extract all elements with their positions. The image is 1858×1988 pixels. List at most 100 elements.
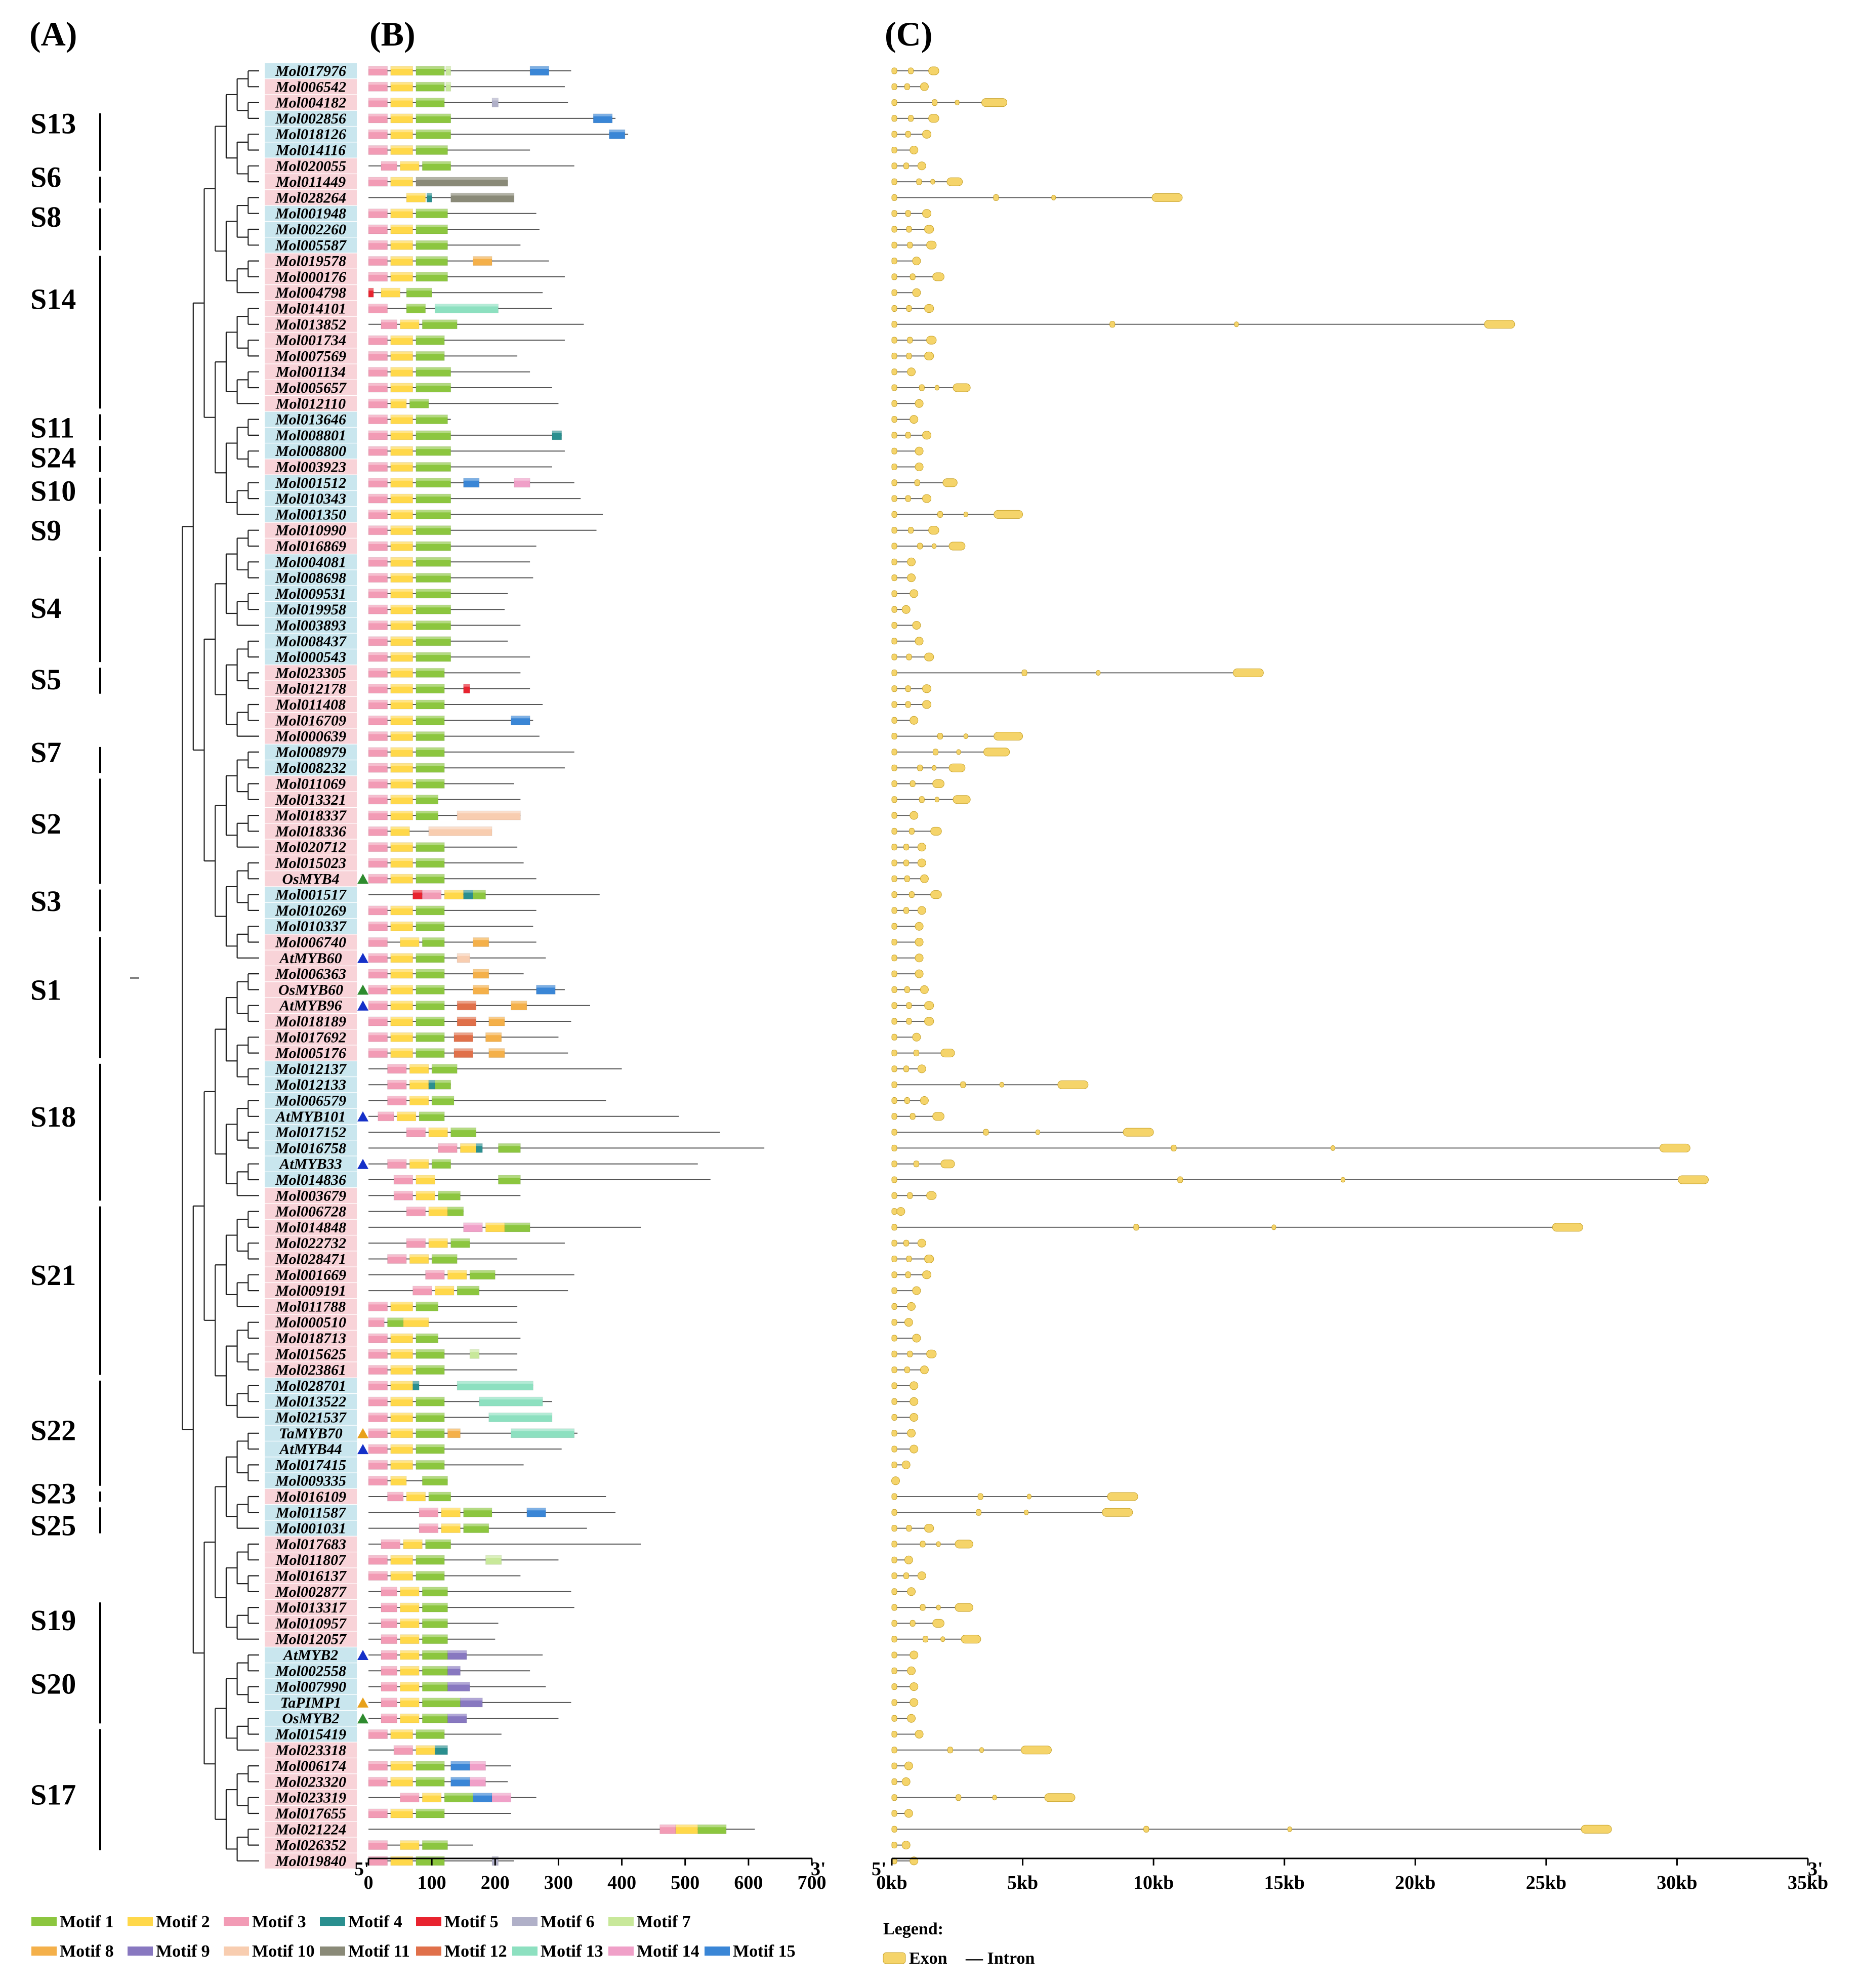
motif-box-highlight [397,1111,416,1114]
motif-box-highlight [422,1793,441,1796]
exon [907,573,916,583]
motif-box-highlight [390,636,413,639]
gene-label-bg [265,934,357,950]
motif-box [368,1571,388,1581]
motif-box-highlight [416,256,448,259]
motif-box [368,66,388,76]
exon [1107,1492,1138,1501]
motif-box [368,398,388,408]
motif-box [390,858,414,868]
gene-label: Mol003923 [275,459,346,476]
exon [891,511,897,518]
legend-motif-label: Motif 5 [444,1913,499,1931]
motif-box [457,1381,533,1391]
gene-label-bg [265,364,357,380]
motif-box-highlight [416,1571,445,1574]
motif-box-highlight [368,351,388,354]
exon [947,1747,953,1754]
motif-box [390,1776,414,1787]
motif-box-highlight [403,1317,429,1320]
motif-box [485,1555,502,1565]
exon [910,1397,919,1406]
gene-label-bg [265,1853,357,1869]
motif-box-highlight [390,573,413,576]
gene-label: Mol023319 [275,1790,346,1806]
exon [922,431,932,440]
motif-box [381,319,397,329]
motif-box [416,256,448,266]
motif-box-highlight [390,1460,413,1463]
motif-box-highlight [445,82,451,85]
motif-box-highlight [447,1666,461,1669]
motif-box [390,557,414,567]
motif-box-highlight [457,811,521,814]
gene-label: Mol018713 [275,1330,346,1347]
motif-box [390,98,414,108]
gene-label: Mol019958 [275,601,346,618]
motif-box-highlight [368,1397,388,1400]
motif-box-highlight [368,557,388,560]
motif-box-highlight [390,1397,413,1400]
exon [891,1762,897,1769]
gene-label: Mol008800 [275,443,346,460]
motif-box-highlight [422,1697,461,1701]
exon [891,1604,897,1611]
legend-motif-label: Motif 12 [444,1942,507,1961]
exon [924,225,934,234]
motif-box-highlight [390,1476,407,1479]
motif-box-highlight [390,272,413,275]
exon [905,210,911,217]
exon [932,543,937,549]
exon [891,685,897,692]
motif-box [450,1127,477,1137]
motif-box-highlight [409,1064,429,1067]
gene-label: Mol000176 [275,269,346,285]
motif-box [400,1587,420,1597]
motif-box [416,145,448,155]
motif-box-highlight [428,1128,448,1131]
exon [891,1826,897,1833]
legend-motif-label: Motif 2 [156,1913,210,1931]
gene-label: Mol023318 [275,1742,346,1759]
motif-box-highlight [368,1334,388,1336]
gene-label: Mol002558 [275,1663,346,1679]
motif-box-highlight [416,811,438,814]
exon [906,653,912,660]
subfamily-label: S9 [30,514,61,547]
exon [891,859,897,866]
motif-box-highlight [390,1571,413,1574]
motif-box-highlight [460,1143,476,1146]
axis-c-tick-label: 5kb [1007,1872,1038,1893]
gene-label-bg [265,459,357,475]
gene-label-bg [265,998,357,1013]
motif-box [406,192,426,202]
legend-motif-label: Motif 3 [252,1913,306,1931]
motif-box [431,1064,458,1074]
exon [922,1270,932,1279]
motif-box [536,984,556,995]
motif-box-highlight [381,1682,397,1685]
exon [891,669,897,676]
motif-box-highlight [368,1413,388,1416]
motif-box-highlight [390,905,413,908]
motif-box [422,1682,448,1692]
motif-box [609,129,626,139]
exon [907,337,913,344]
subfamily-label: S14 [30,283,76,316]
exon [919,796,925,803]
motif-box [393,1190,414,1200]
motif-box-highlight [416,525,451,528]
gene-label: Mol002877 [275,1584,347,1600]
motif-box [368,177,388,187]
exon [932,765,937,771]
exon [928,114,939,123]
motif-box-highlight [368,272,388,275]
motif-box [400,1697,420,1708]
motif-box [390,541,414,551]
exon [910,146,919,154]
gene-label-bg [265,222,357,237]
motif-box-highlight [400,161,420,164]
motif-box-highlight [390,1413,413,1416]
motif-box-highlight [416,573,451,576]
